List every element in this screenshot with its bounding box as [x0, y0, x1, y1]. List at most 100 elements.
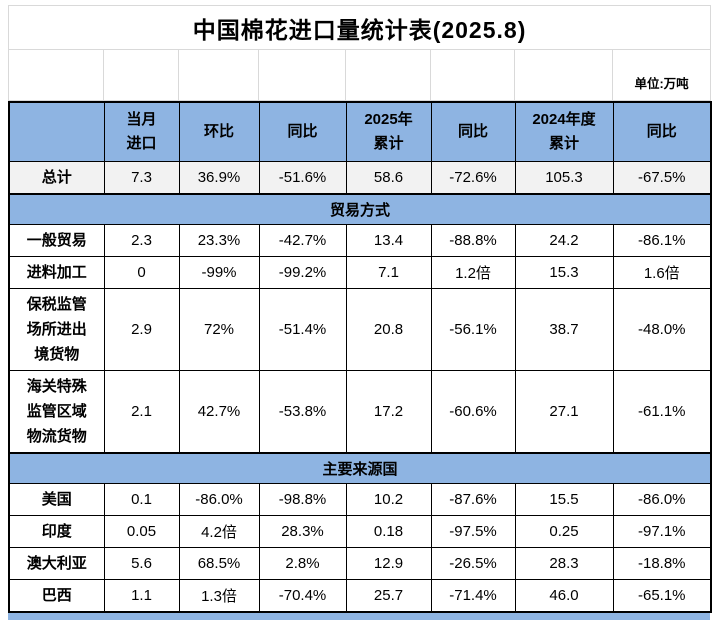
- data-cell: 68.5%: [178, 547, 260, 580]
- data-cell: 2.9: [103, 288, 180, 371]
- data-cell: 2.3: [103, 224, 180, 257]
- data-cell: 0.1: [103, 483, 180, 516]
- row-label: 总计: [8, 161, 105, 195]
- column-header: 同比: [430, 101, 516, 162]
- data-cell: 13.4: [345, 224, 432, 257]
- data-cell: 0.05: [103, 515, 180, 548]
- data-cell: -60.6%: [430, 370, 516, 454]
- data-cell: -99.2%: [258, 256, 347, 289]
- data-cell: -53.8%: [258, 370, 347, 454]
- data-cell: 23.3%: [178, 224, 260, 257]
- table-body: 总计 7.3 36.9% -51.6% 58.6 -72.6% 105.3 -67.5% 贸易方…: [8, 161, 712, 613]
- data-cell: 28.3: [514, 547, 614, 580]
- data-cell: 0.18: [345, 515, 432, 548]
- section-header: 贸易方式: [8, 193, 712, 225]
- row-label: 进料加工: [8, 256, 105, 289]
- data-cell: -97.5%: [430, 515, 516, 548]
- grid-spacer-cell: [178, 49, 259, 101]
- data-cell: -70.4%: [258, 579, 347, 613]
- data-cell: 17.2: [345, 370, 432, 454]
- table-row: 一般贸易 2.3 23.3% -42.7% 13.4 -88.8% 24.2 -86.1%: [8, 224, 712, 257]
- row-label: 印度: [8, 515, 105, 548]
- data-cell: -86.0%: [612, 483, 712, 516]
- header-row: 当月 进口 环比 同比 2025年 累计 同比 2024年度 累计 同比: [8, 101, 712, 162]
- data-cell: 36.9%: [178, 161, 260, 195]
- data-cell: 28.3%: [258, 515, 347, 548]
- data-cell: 27.1: [514, 370, 614, 454]
- column-header: 2024年度 累计: [514, 101, 614, 162]
- data-cell: -88.8%: [430, 224, 516, 257]
- table-row: 印度 0.05 4.2倍 28.3% 0.18 -97.5% 0.25 -97.1%: [8, 515, 712, 548]
- column-header: 同比: [258, 101, 347, 162]
- title-row: 中国棉花进口量统计表(2025.8): [7, 5, 712, 50]
- data-cell: -18.8%: [612, 547, 712, 580]
- data-cell: 46.0: [514, 579, 614, 613]
- table-row: 海关特殊 监管区域 物流货物 2.1 42.7% -53.8% 17.2 -60.6% 27…: [8, 370, 712, 454]
- data-cell: -56.1%: [430, 288, 516, 371]
- row-label: 一般贸易: [8, 224, 105, 257]
- stats-table: 当月 进口 环比 同比 2025年 累计 同比 2024年度 累计 同比 总计 7.3 36.9…: [8, 101, 712, 613]
- data-cell: 7.3: [103, 161, 180, 195]
- data-cell: -99%: [178, 256, 260, 289]
- data-cell: -87.6%: [430, 483, 516, 516]
- grid-spacer-cell: [345, 49, 431, 101]
- data-cell: -72.6%: [430, 161, 516, 195]
- data-cell: 0.25: [514, 515, 614, 548]
- table-row: 巴西 1.1 1.3倍 -70.4% 25.7 -71.4% 46.0 -65.1%: [8, 579, 712, 613]
- column-header: 当月 进口: [103, 101, 180, 162]
- data-cell: 2.8%: [258, 547, 347, 580]
- table-row: 澳大利亚 5.6 68.5% 2.8% 12.9 -26.5% 28.3 -18.8%: [8, 547, 712, 580]
- grid-spacer-cell: [8, 49, 104, 101]
- table-row: 保税监管 场所进出 境货物 2.9 72% -51.4% 20.8 -56.1% 38.7-…: [8, 288, 712, 371]
- data-cell: 1.1: [103, 579, 180, 613]
- page-title: 中国棉花进口量统计表(2025.8): [7, 5, 712, 50]
- data-cell: 2.1: [103, 370, 180, 454]
- data-cell: -65.1%: [612, 579, 712, 613]
- data-cell: 7.1: [345, 256, 432, 289]
- unit-label: 单位:万吨: [611, 49, 712, 101]
- data-cell: -97.1%: [612, 515, 712, 548]
- data-cell: -71.4%: [430, 579, 516, 613]
- data-cell: -86.0%: [178, 483, 260, 516]
- data-cell: 1.2倍: [430, 256, 516, 289]
- data-cell: 105.3: [514, 161, 614, 195]
- data-cell: 1.6倍: [612, 256, 712, 289]
- data-cell: 1.3倍: [178, 579, 260, 613]
- data-cell: 15.3: [514, 256, 614, 289]
- data-cell: -98.8%: [258, 483, 347, 516]
- data-cell: 12.9: [345, 547, 432, 580]
- section-row: 贸易方式: [8, 193, 712, 225]
- table-row: 总计 7.3 36.9% -51.6% 58.6 -72.6% 105.3 -67.5%: [8, 161, 712, 195]
- data-cell: 25.7: [345, 579, 432, 613]
- data-cell: 20.8: [345, 288, 432, 371]
- grid-spacer-cell: [103, 49, 179, 101]
- data-cell: 4.2倍: [178, 515, 260, 548]
- grid-spacer-cell: [430, 49, 515, 101]
- column-header: 同比: [612, 101, 712, 162]
- data-cell: 42.7%: [178, 370, 260, 454]
- row-label: 美国: [8, 483, 105, 516]
- data-cell: 24.2: [514, 224, 614, 257]
- title-area: 中国棉花进口量统计表(2025.8) 单位:万吨: [7, 5, 712, 101]
- data-cell: 10.2: [345, 483, 432, 516]
- data-cell: -48.0%: [612, 288, 712, 371]
- data-cell: 0: [103, 256, 180, 289]
- row-label: 澳大利亚: [8, 547, 105, 580]
- column-header: 2025年 累计: [345, 101, 432, 162]
- data-cell: 58.6: [345, 161, 432, 195]
- data-cell: -61.1%: [612, 370, 712, 454]
- data-cell: 72%: [178, 288, 260, 371]
- data-cell: -67.5%: [612, 161, 712, 195]
- row-label: 巴西: [8, 579, 105, 613]
- row-label: 保税监管 场所进出 境货物: [8, 288, 105, 371]
- column-header: 环比: [178, 101, 260, 162]
- data-cell: 38.7: [514, 288, 614, 371]
- row-header-blank-cell: [8, 101, 105, 162]
- data-cell: -42.7%: [258, 224, 347, 257]
- row-label: 海关特殊 监管区域 物流货物: [8, 370, 105, 454]
- table-row: 进料加工 0 -99% -99.2% 7.1 1.2倍 15.3 1.6倍: [8, 256, 712, 289]
- data-cell: 15.5: [514, 483, 614, 516]
- data-cell: -86.1%: [612, 224, 712, 257]
- data-cell: -51.4%: [258, 288, 347, 371]
